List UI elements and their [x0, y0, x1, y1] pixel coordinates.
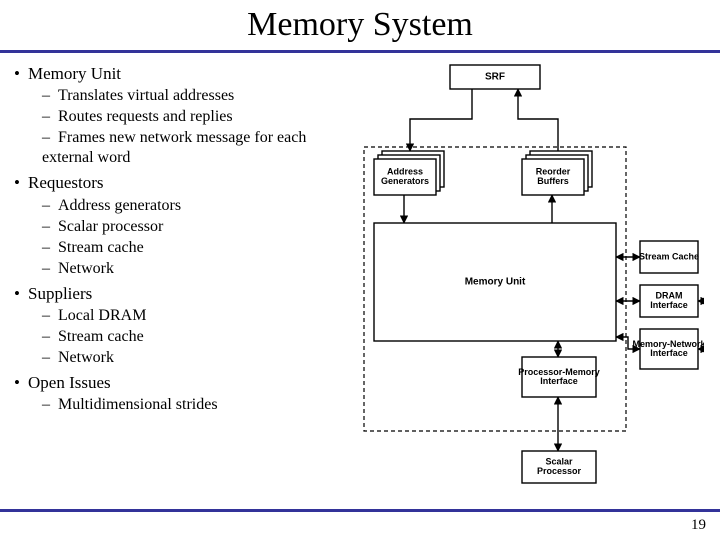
diagram-node-label: Memory Unit	[465, 277, 526, 288]
outline-item: –Scalar processor	[42, 217, 354, 237]
diagram-node-label: DRAM	[656, 291, 683, 301]
diagram-column: SRF AddressGenerators ReorderBuffers Memory…	[354, 59, 706, 416]
diagram-node-label: SRF	[485, 72, 505, 83]
diagram-node-label: Reorder	[536, 167, 571, 177]
outline-section: •Suppliers	[14, 283, 354, 304]
diagram-edge	[518, 89, 558, 151]
diagram-node-label: Interface	[650, 348, 688, 358]
outline-item: –Address generators	[42, 196, 354, 216]
outline-item: –Stream cache	[42, 238, 354, 258]
slide-body: •Memory Unit–Translates virtual addresse…	[0, 53, 720, 416]
memory-system-diagram: SRF AddressGenerators ReorderBuffers Memory…	[354, 59, 704, 499]
diagram-node-label: Processor	[537, 466, 582, 476]
outline-section: •Requestors	[14, 172, 354, 193]
diagram-edge	[410, 89, 472, 151]
outline-item: –Frames new network message for each ext…	[42, 128, 354, 168]
diagram-node-label: Generators	[381, 176, 429, 186]
diagram-node-label: Scalar	[545, 457, 573, 467]
footer-rule	[0, 509, 720, 512]
outline-section: •Open Issues	[14, 372, 354, 393]
outline-item: –Network	[42, 259, 354, 279]
diagram-node-label: Interface	[540, 376, 578, 386]
slide-title: Memory System	[0, 0, 720, 44]
outline-item: –Stream cache	[42, 327, 354, 347]
outline-item: –Local DRAM	[42, 306, 354, 326]
diagram-node-label: Buffers	[537, 176, 569, 186]
outline-section: •Memory Unit	[14, 63, 354, 84]
outline-column: •Memory Unit–Translates virtual addresse…	[14, 59, 354, 416]
diagram-node-label: Stream Cache	[639, 251, 699, 261]
diagram-node-label: Interface	[650, 300, 688, 310]
page-number: 19	[691, 517, 706, 534]
outline-item: –Network	[42, 348, 354, 368]
diagram-node-label: Address	[387, 167, 423, 177]
outline-item: –Multidimensional strides	[42, 395, 354, 415]
outline-item: –Translates virtual addresses	[42, 86, 354, 106]
slide: Memory System •Memory Unit–Translates vi…	[0, 0, 720, 540]
outline-item: –Routes requests and replies	[42, 107, 354, 127]
